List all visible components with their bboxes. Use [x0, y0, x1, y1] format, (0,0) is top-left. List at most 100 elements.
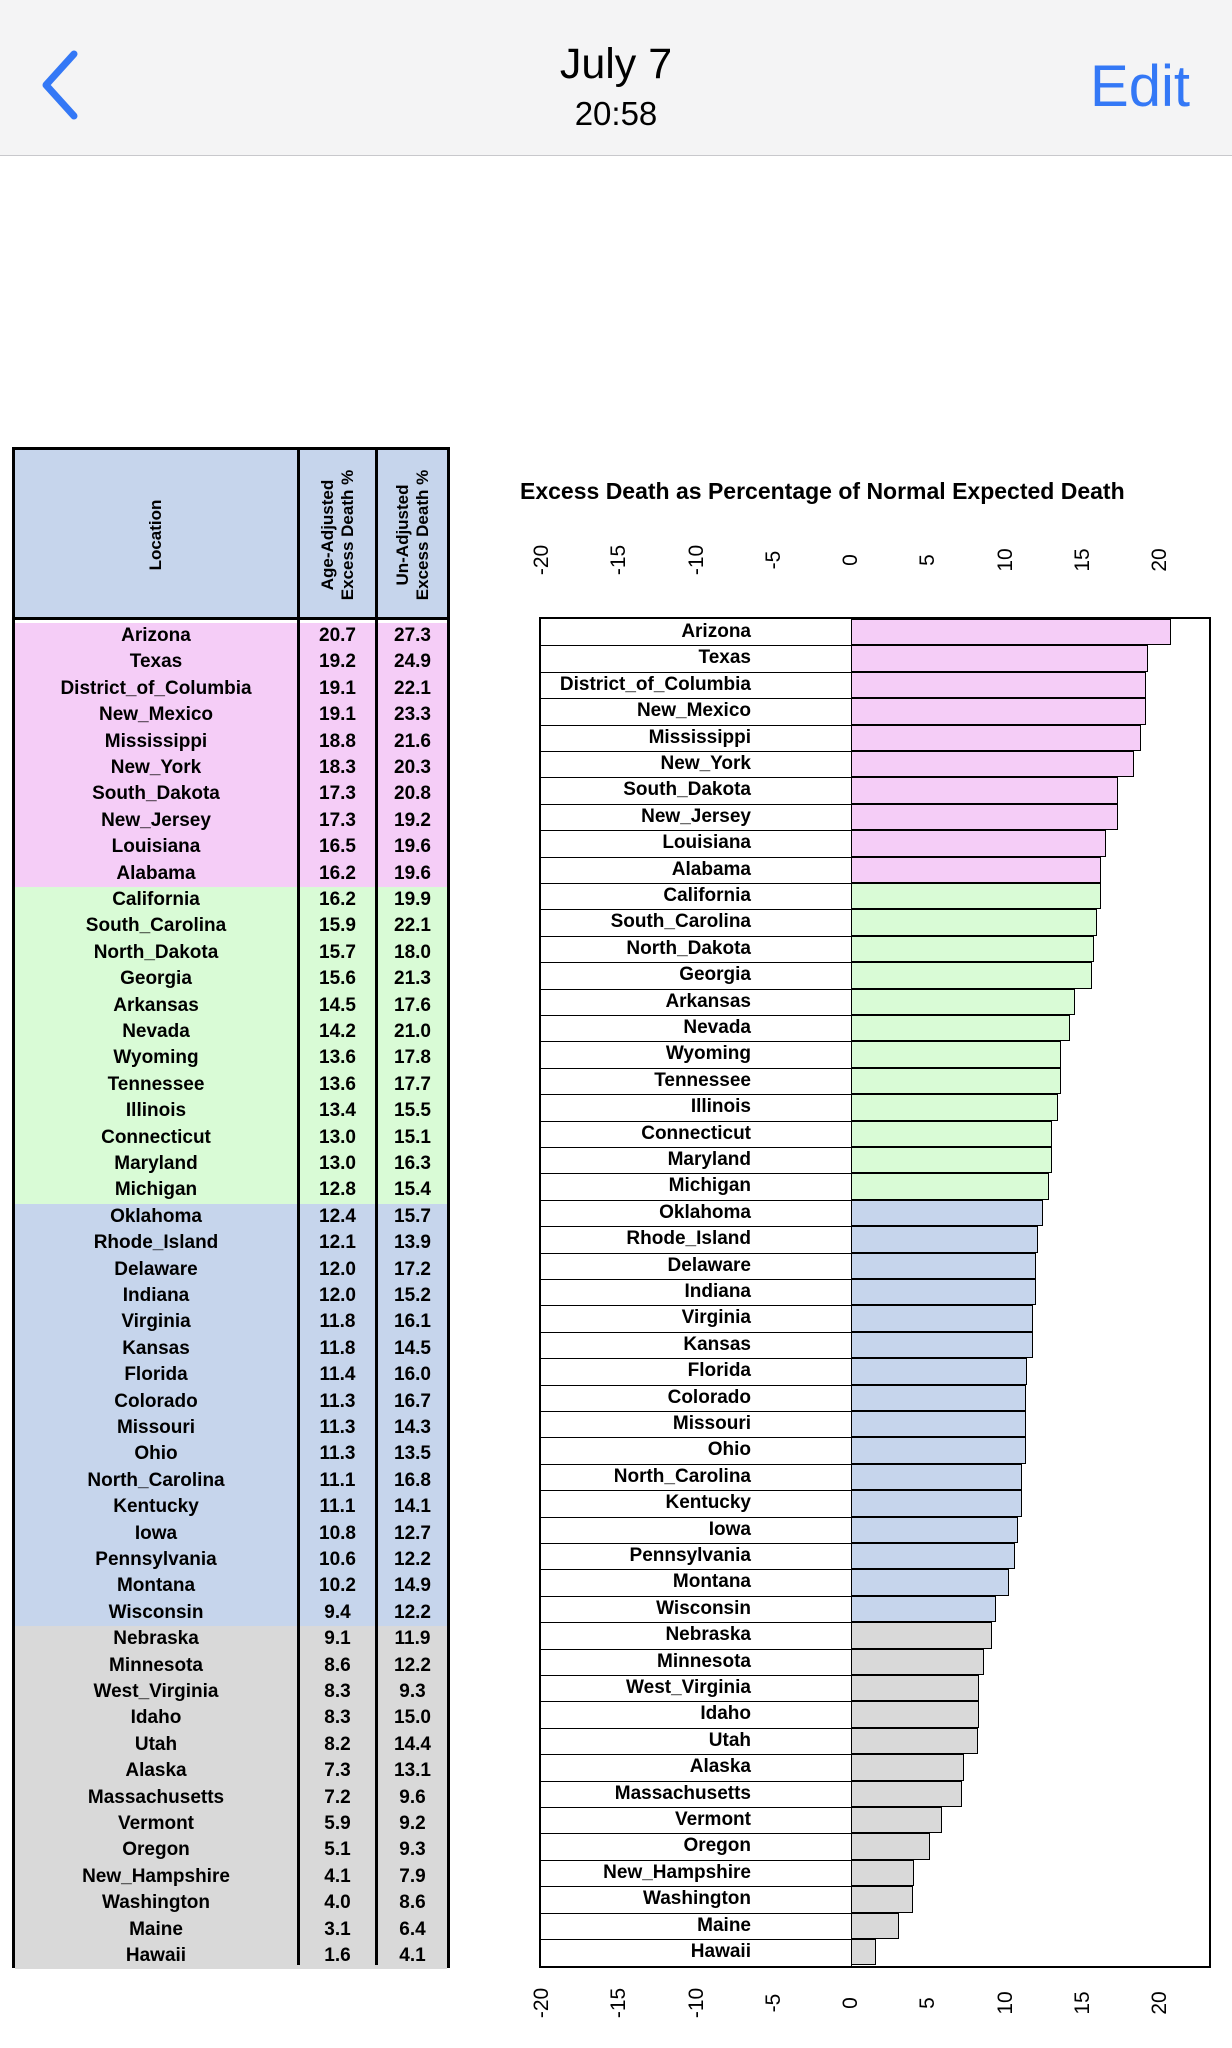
cell-location: Michigan	[114, 1179, 198, 1201]
table-row: California 16.2 19.9	[15, 887, 447, 914]
cell-age-adjusted: 18.8	[319, 730, 356, 752]
bar-label: Iowa	[708, 1518, 751, 1540]
edit-button[interactable]: Edit	[1090, 54, 1190, 119]
bar-wisconsin	[851, 1595, 997, 1623]
table-row: Oregon 5.1 9.3	[15, 1837, 447, 1864]
bar-wyoming	[851, 1041, 1062, 1068]
excess-death-table: Location Age-Adjusted Excess Death % Un-…	[12, 447, 450, 1970]
table-row: Alaska 7.3 13.1	[15, 1758, 447, 1785]
cell-age-adjusted: 10.2	[319, 1575, 356, 1597]
row-separator	[541, 777, 851, 779]
table-row: Rhode_Island 12.1 13.9	[15, 1230, 447, 1257]
bar-label: Alaska	[689, 1756, 751, 1778]
cell-un-adjusted: 15.4	[394, 1179, 431, 1201]
bar-label: North_Carolina	[613, 1465, 751, 1487]
back-button[interactable]	[30, 40, 90, 130]
cell-location: New_York	[110, 757, 202, 778]
row-separator	[541, 1120, 851, 1122]
cell-un-adjusted: 23.3	[394, 704, 431, 726]
bar-label: Utah	[708, 1729, 751, 1751]
cell-location: Pennsylvania	[95, 1549, 217, 1570]
cell-age-adjusted: 4.1	[324, 1865, 351, 1887]
cell-un-adjusted: 15.0	[394, 1707, 431, 1729]
cell-location: North_Dakota	[93, 941, 219, 963]
x-top-tick-label: -10	[684, 544, 708, 576]
bar-label: Arkansas	[665, 990, 751, 1012]
zero-axis-line	[851, 619, 852, 1966]
bar-label: Idaho	[700, 1703, 751, 1725]
row-separator	[541, 1595, 851, 1597]
cell-age-adjusted: 11.1	[319, 1496, 356, 1518]
table-row: Nebraska 9.1 11.9	[15, 1626, 447, 1653]
row-separator	[541, 1516, 851, 1518]
bar-label: South_Carolina	[610, 911, 751, 933]
cell-un-adjusted: 15.7	[394, 1205, 431, 1227]
cell-un-adjusted: 19.6	[394, 862, 431, 884]
bar-maryland	[851, 1147, 1052, 1174]
row-separator	[541, 909, 851, 911]
cell-age-adjusted: 1.6	[324, 1945, 351, 1966]
table-row: Utah 8.2 14.4	[15, 1731, 447, 1759]
cell-location: Vermont	[117, 1813, 195, 1834]
table-row: Nevada 14.2 21.0	[15, 1019, 447, 1046]
bar-label: District_of_Columbia	[559, 673, 751, 695]
row-separator	[541, 1094, 851, 1096]
bar-massachusetts	[851, 1780, 963, 1807]
bar-pennsylvania	[851, 1543, 1015, 1570]
x-bot-tick-label: 15	[1070, 1991, 1094, 2015]
cell-un-adjusted: 13.9	[394, 1232, 431, 1254]
bar-kansas	[851, 1331, 1034, 1359]
cell-location: Connecticut	[101, 1126, 211, 1148]
cell-un-adjusted: 16.0	[394, 1364, 431, 1386]
bar-florida	[851, 1358, 1028, 1385]
cell-un-adjusted: 16.3	[394, 1153, 431, 1174]
bar-label: Wyoming	[665, 1043, 751, 1065]
bar-label: South_Dakota	[623, 779, 751, 801]
table-row: New_Hampshire 4.1 7.9	[15, 1863, 447, 1891]
table-row: Kansas 11.8 14.5	[15, 1335, 447, 1363]
table-row: Maryland 13.0 16.3	[15, 1151, 447, 1178]
cell-age-adjusted: 7.2	[324, 1786, 351, 1808]
bar-label: Texas	[698, 647, 751, 669]
row-separator	[541, 1859, 851, 1861]
cell-un-adjusted: 13.5	[394, 1443, 431, 1465]
bar-label: Missouri	[672, 1413, 751, 1434]
table-row: Florida 11.4 16.0	[15, 1362, 447, 1389]
row-separator	[541, 830, 851, 832]
cell-age-adjusted: 16.2	[319, 862, 356, 884]
cell-age-adjusted: 11.3	[319, 1417, 356, 1438]
cell-un-adjusted: 19.9	[394, 889, 431, 910]
cell-age-adjusted: 14.5	[319, 994, 356, 1016]
cell-un-adjusted: 22.1	[394, 677, 431, 699]
table-row: Hawaii 1.6 4.1	[15, 1943, 447, 1970]
nav-title: July 7	[559, 40, 673, 88]
x-top-tick-label: 15	[1070, 548, 1094, 572]
row-separator	[541, 1780, 851, 1782]
bar-maine	[851, 1912, 899, 1939]
row-separator	[541, 856, 851, 858]
cell-location: Hawaii	[125, 1945, 187, 1966]
cell-location: Tennessee	[107, 1073, 205, 1095]
nav-bar: July 7 20:58 Edit	[0, 0, 1232, 156]
cell-age-adjusted: 12.8	[319, 1179, 356, 1201]
row-separator	[541, 1384, 851, 1386]
table-row: Indiana 12.0 15.2	[15, 1283, 447, 1310]
bar-georgia	[851, 962, 1093, 989]
bar-label: Hawaii	[690, 1941, 751, 1962]
bar-label: Georgia	[679, 964, 751, 986]
row-separator	[541, 1912, 851, 1914]
cell-age-adjusted: 15.9	[319, 915, 356, 937]
row-separator	[541, 1543, 851, 1544]
row-separator	[541, 1041, 851, 1043]
table-row: Louisiana 16.5 19.6	[15, 834, 447, 861]
cell-un-adjusted: 19.6	[394, 836, 431, 858]
cell-un-adjusted: 14.9	[394, 1575, 431, 1597]
bar-missouri	[851, 1411, 1026, 1438]
cell-un-adjusted: 17.2	[394, 1258, 431, 1280]
cell-age-adjusted: 9.1	[324, 1628, 351, 1650]
table-row: District_of_Columbia 19.1 22.1	[15, 675, 447, 703]
bar-label: Connecticut	[641, 1122, 751, 1144]
chart-title: Excess Death as Percentage of Normal Exp…	[520, 478, 1125, 504]
row-separator	[541, 1015, 851, 1016]
header-age-line2: Excess Death %	[337, 469, 357, 601]
